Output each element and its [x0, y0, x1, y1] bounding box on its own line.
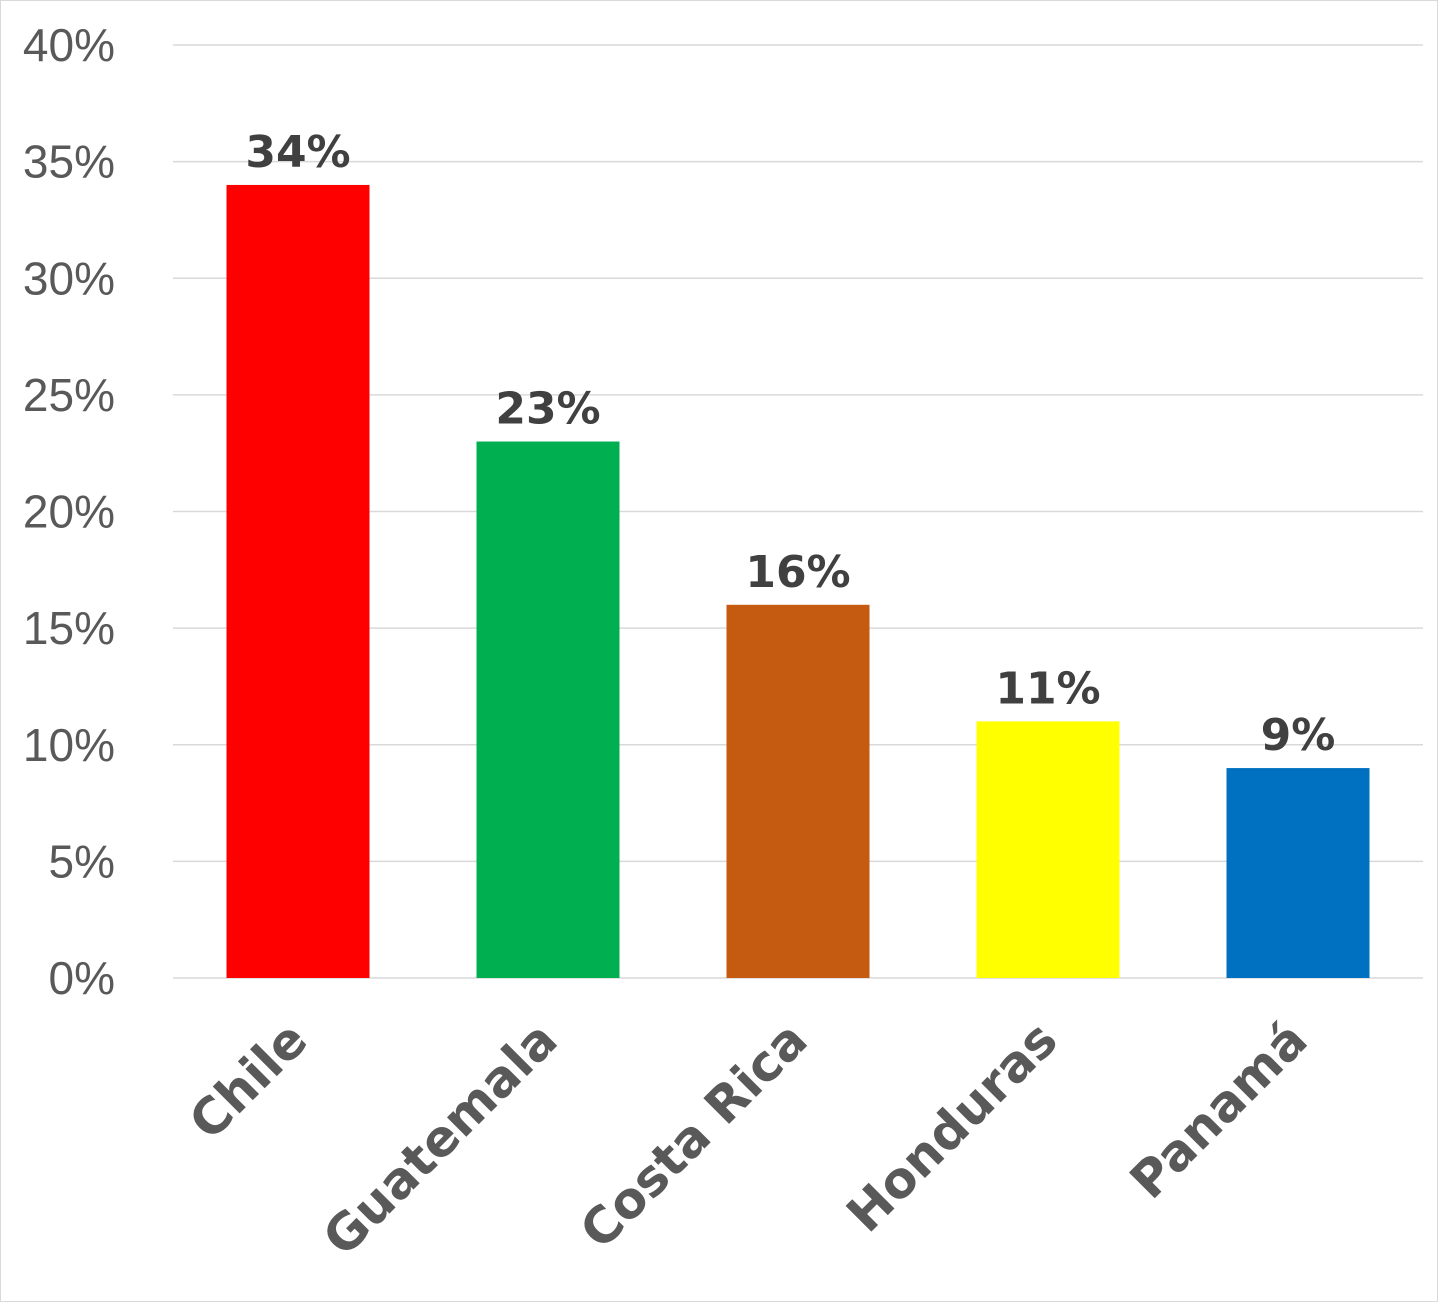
- x-tick-label: Honduras: [836, 1010, 1069, 1243]
- bar: [726, 604, 870, 978]
- y-tick-label: 5%: [49, 835, 115, 887]
- data-label: 11%: [995, 663, 1100, 714]
- x-tick-label: Chile: [178, 1010, 318, 1150]
- data-label: 9%: [1261, 710, 1336, 761]
- y-axis-tick-labels: 0% 5% 10% 15% 20% 25% 30% 35% 40%: [23, 19, 115, 1004]
- y-tick-label: 25%: [23, 369, 115, 421]
- gridlines: [173, 44, 1423, 979]
- bar: [226, 184, 370, 978]
- y-tick-label: 35%: [23, 136, 115, 188]
- x-tick-label: Panamá: [1119, 1010, 1319, 1210]
- y-tick-label: 30%: [23, 252, 115, 304]
- y-tick-label: 10%: [23, 719, 115, 771]
- x-tick-label: Guatemala: [312, 1010, 569, 1267]
- x-tick-label: Costa Rica: [569, 1010, 819, 1260]
- bar: [976, 721, 1120, 978]
- data-label: 34%: [245, 127, 350, 178]
- data-labels: 34% 23% 16% 11% 9%: [245, 127, 1335, 761]
- y-tick-label: 15%: [23, 602, 115, 654]
- bar: [1226, 768, 1370, 978]
- y-tick-label: 40%: [23, 19, 115, 71]
- bars: [226, 184, 1370, 978]
- y-tick-label: 20%: [23, 486, 115, 538]
- y-tick-label: 0%: [49, 952, 115, 1004]
- bar: [476, 441, 620, 978]
- data-label: 16%: [745, 547, 850, 598]
- data-label: 23%: [495, 384, 600, 435]
